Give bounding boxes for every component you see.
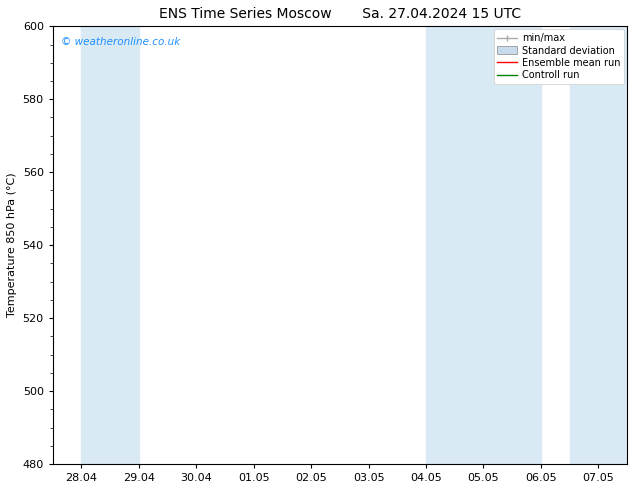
Bar [82, 26, 139, 464]
Bar [569, 26, 627, 464]
Text: © weatheronline.co.uk: © weatheronline.co.uk [61, 37, 181, 47]
Bar [426, 26, 541, 464]
Y-axis label: Temperature 850 hPa (°C): Temperature 850 hPa (°C) [7, 173, 17, 318]
Title: ENS Time Series Moscow       Sa. 27.04.2024 15 UTC: ENS Time Series Moscow Sa. 27.04.2024 15… [159, 7, 521, 21]
Legend: min/max, Standard deviation, Ensemble mean run, Controll run: min/max, Standard deviation, Ensemble me… [493, 29, 624, 84]
